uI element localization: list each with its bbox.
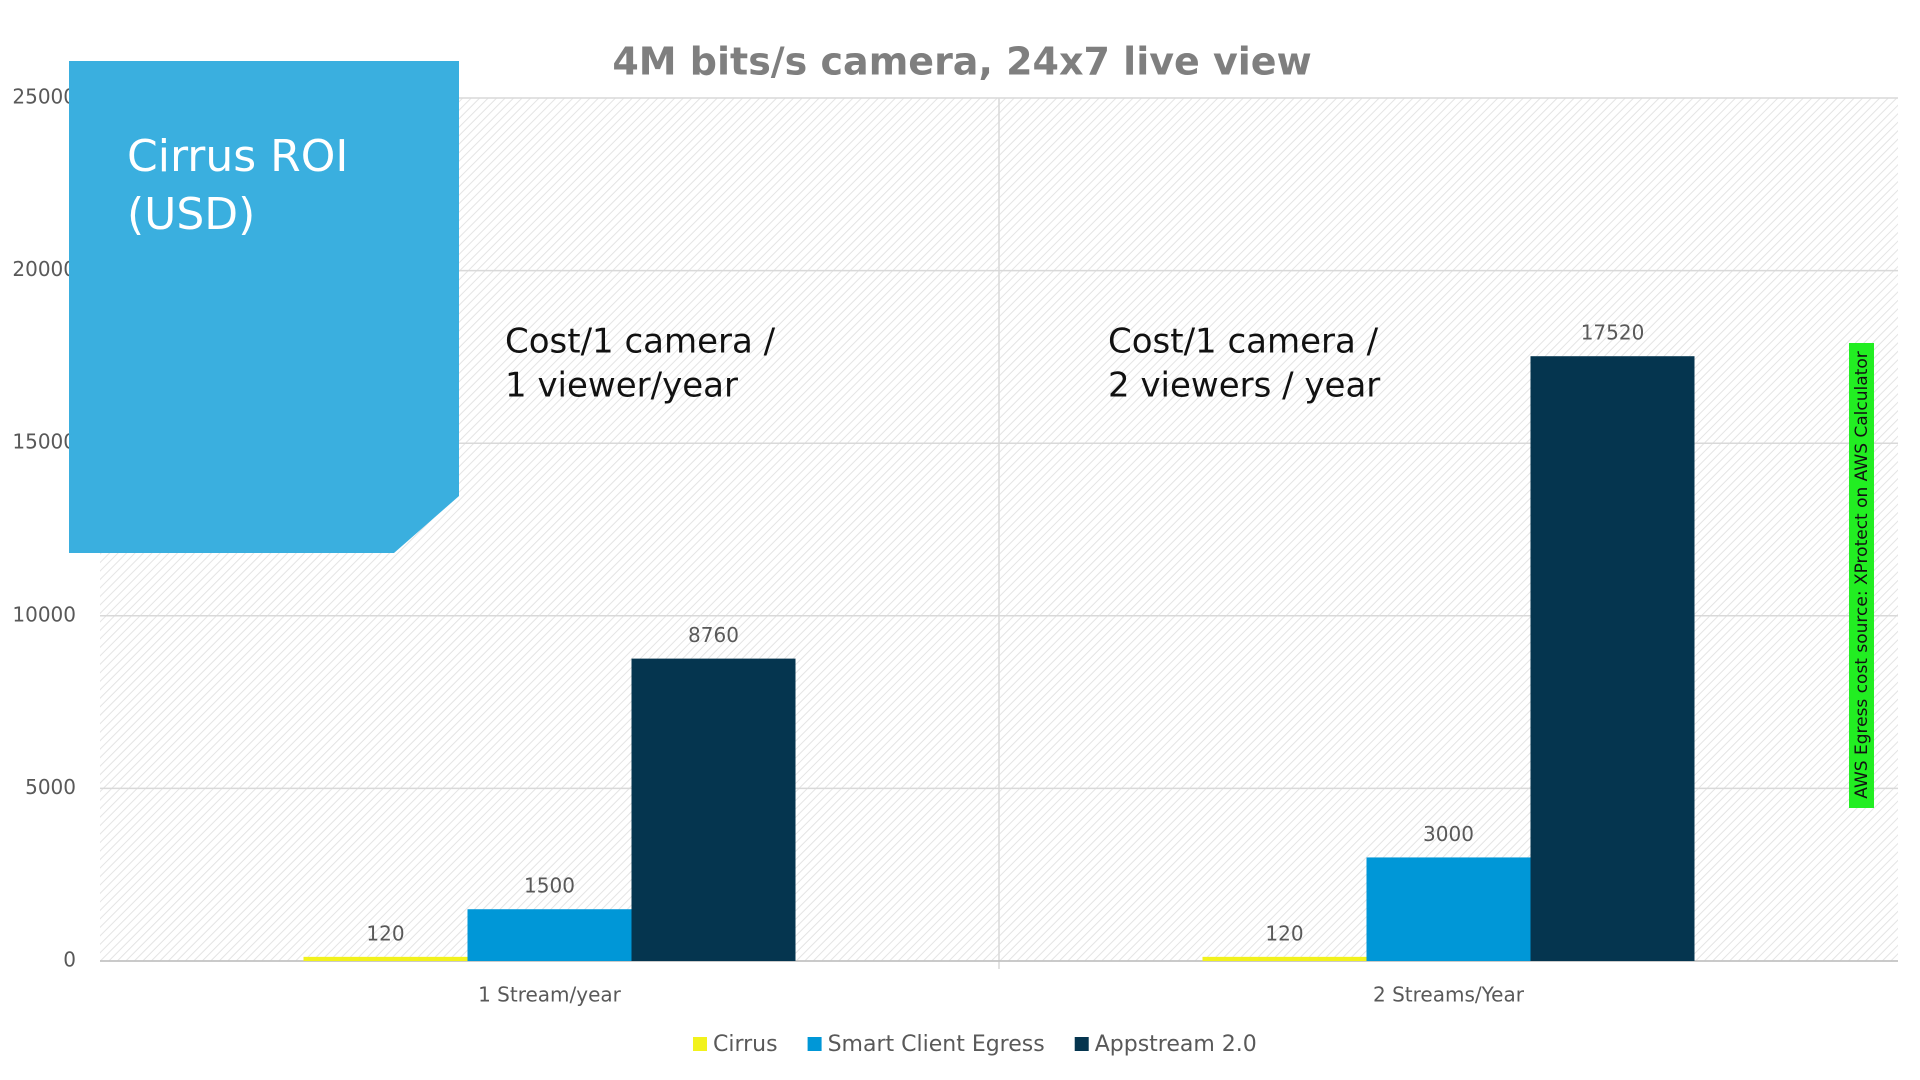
legend-label: Cirrus [713,1032,778,1057]
legend: Cirrus Smart Client Egress Appstream 2.0 [693,1032,1257,1057]
source-box [1849,343,1874,808]
legend-swatch [807,1037,822,1051]
bar [303,956,468,961]
legend-label: Appstream 2.0 [1095,1032,1257,1057]
badge-box [69,61,459,553]
bar [631,658,796,961]
bar [1530,356,1695,961]
bar [467,909,632,961]
bar [1202,956,1367,961]
source-note: AWS Egress cost source: XProtect on AWS … [1852,351,1872,798]
y-tick-label: 25000 [12,85,76,109]
x-tick-label: 2 Streams/Year [1373,983,1525,1007]
data-label: 3000 [1423,822,1474,846]
chart-title: 4M bits/s camera, 24x7 live view [612,40,1311,84]
data-label: 17520 [1581,321,1645,345]
bar [1366,857,1531,961]
y-tick-label: 0 [63,948,76,972]
legend-swatch [1074,1037,1089,1051]
legend-swatch [693,1037,707,1051]
legend-label: Smart Client Egress [828,1032,1045,1057]
annotation: 2 viewers / year [1108,366,1380,406]
annotation: Cost/1 camera / [505,322,776,362]
y-tick-label: 15000 [12,430,76,454]
y-tick-label: 20000 [12,257,76,281]
data-label: 1500 [524,874,575,898]
annotation: 1 viewer/year [505,366,738,406]
badge-text: Cirrus ROI [127,131,348,182]
data-label: 8760 [688,623,739,647]
annotation: Cost/1 camera / [1108,322,1379,362]
x-tick-label: 1 Stream/year [478,983,622,1007]
marks: 0 5000 10000 15000 20000 25000 1 Stream/year 12… [12,85,1898,1007]
y-tick-label: 10000 [12,602,76,626]
data-label: 120 [1265,921,1303,945]
badge-text: (USD) [127,189,255,240]
data-label: 120 [366,921,404,945]
y-tick-label: 5000 [25,775,76,799]
